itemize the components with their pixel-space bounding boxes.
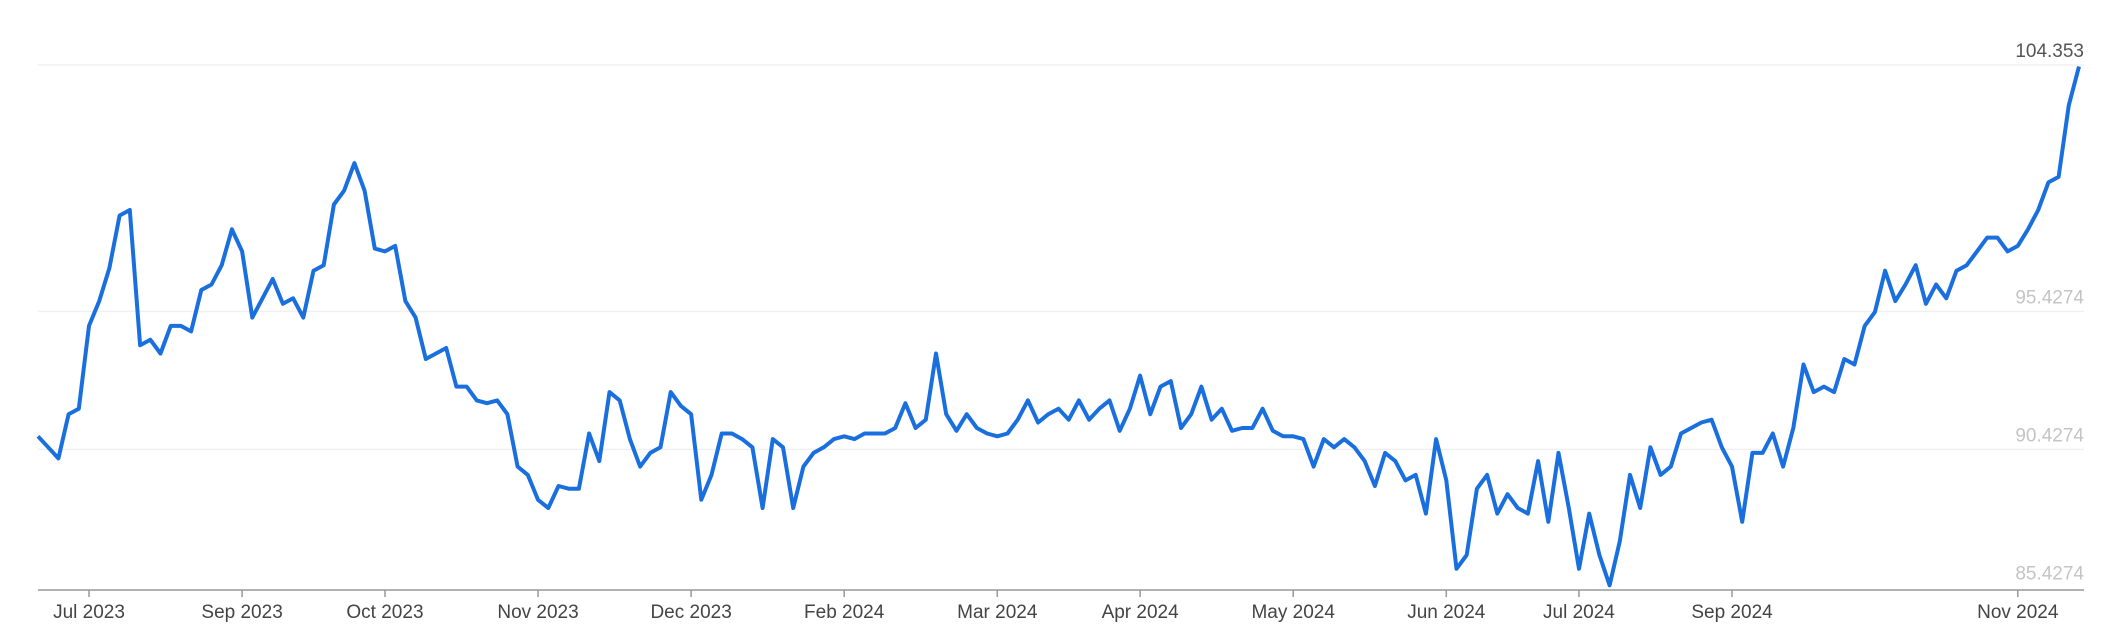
x-tick-label: Sep 2023	[201, 602, 282, 623]
x-tick-label: Oct 2023	[346, 602, 423, 623]
y-tick-label: 95.4274	[2015, 287, 2084, 308]
x-tick-label: Nov 2023	[497, 602, 578, 623]
x-tick-label: Nov 2024	[1977, 602, 2059, 623]
x-tick-label: Mar 2024	[957, 602, 1038, 623]
x-tick-label: Jul 2023	[53, 602, 125, 623]
y-tick-label: 85.4274	[2015, 563, 2084, 584]
x-tick-label: Jun 2024	[1407, 602, 1486, 623]
x-tick-label: Feb 2024	[804, 602, 885, 623]
x-tick-label: Dec 2023	[650, 602, 731, 623]
x-tick-label: Apr 2024	[1102, 602, 1180, 623]
x-tick-label: Jul 2024	[1543, 602, 1615, 623]
x-tick-label: Sep 2024	[1691, 602, 1773, 623]
price-line	[36, 65, 2081, 588]
y-tick-label: 90.4274	[2015, 425, 2084, 446]
x-tick-label: May 2024	[1251, 602, 1335, 623]
y-tick-label: 104.353	[2015, 41, 2084, 62]
